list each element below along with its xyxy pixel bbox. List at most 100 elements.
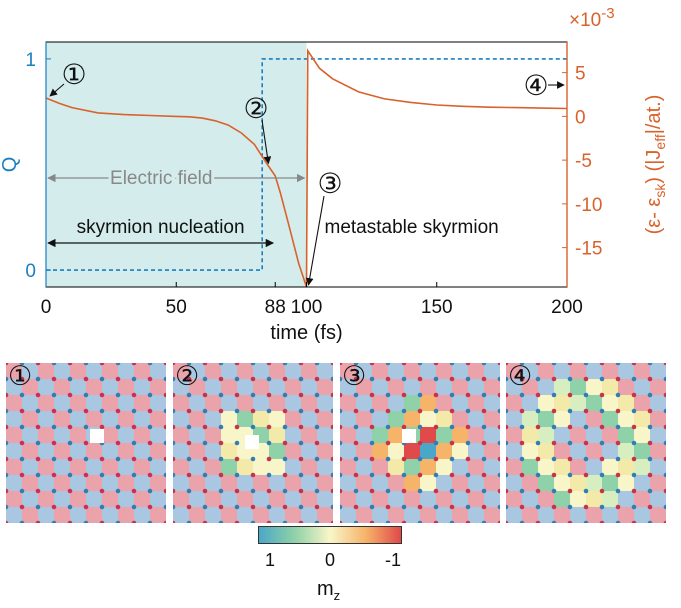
lattice-cell [586,459,602,475]
lattice-site [83,408,89,414]
lattice-cell [134,507,150,523]
lattice-site [250,520,256,523]
lattice-site [330,472,333,478]
lattice-cell [618,427,634,443]
lattice-site [218,472,224,478]
lattice-cell [570,411,586,427]
lattice-cell [118,491,134,507]
lattice-cell [468,443,484,459]
lattice-cell [484,459,500,475]
lattice-site [147,440,153,446]
lattice-cell [70,395,86,411]
lattice-site [186,472,192,478]
lattice-site [115,363,121,366]
lattice-site [234,424,240,430]
lattice-site [497,472,500,478]
lattice-site [615,472,621,478]
lattice-cell [586,475,602,491]
lattice-cell [452,459,468,475]
lattice-cell [70,363,86,379]
lattice-cell [372,411,388,427]
lattice-site [173,392,176,398]
lattice-site [6,456,9,462]
right-axis-label: (ε- εsk) (|Jeff|/at.) [643,95,668,235]
marker-arrow-2 [261,119,272,165]
lattice-site [401,376,407,382]
lattice-site [282,504,288,510]
lattice-site [266,472,272,478]
lattice-site [535,520,541,523]
lattice-site [340,408,343,414]
lattice-cell [618,443,634,459]
lattice-site [417,408,423,414]
lattice-cell [420,411,436,427]
lattice-cell [420,379,436,395]
lattice-site [465,363,471,366]
lattice-site [353,456,359,462]
lattice-cell [189,395,205,411]
lattice-cell [388,379,404,395]
lattice-cell [522,395,538,411]
lattice-site [401,408,407,414]
lattice-cell [554,491,570,507]
lattice-site [19,408,25,414]
lattice-site [481,440,487,446]
lattice-cell [237,507,253,523]
lattice-cell [634,443,650,459]
lattice-site [115,392,121,398]
spin-lattice-2 [173,363,333,523]
lattice-site [433,424,439,430]
lattice-site [567,488,573,494]
lattice-cell [86,475,102,491]
lattice-cell [404,475,420,491]
lattice-site [218,440,224,446]
lattice-cell [650,507,666,523]
lattice-cell [285,363,301,379]
lattice-cell [134,459,150,475]
lattice-site [173,472,176,478]
lattice-cell [522,427,538,443]
lattice-site [340,424,343,430]
lattice-site [506,408,509,414]
lattice-site [314,520,320,523]
lattice-site [583,504,589,510]
lattice-cell [253,379,269,395]
lattice-cell [420,459,436,475]
lattice-site [631,488,637,494]
lattice-site [234,504,240,510]
lattice-site [173,424,176,430]
lattice-site [218,376,224,382]
lattice-site [51,504,57,510]
lattice-site [663,472,666,478]
lattice-site [298,424,304,430]
lattice-site [401,392,407,398]
lattice-site [551,392,557,398]
lattice-cell [602,491,618,507]
lattice-site [51,408,57,414]
lattice-site [340,440,343,446]
lattice-site [417,392,423,398]
lattice-site [497,520,500,523]
lattice-cell [6,491,22,507]
lattice-cell [484,475,500,491]
panel-label-1: ① [8,361,33,392]
lattice-site [535,440,541,446]
lattice-site [647,520,653,523]
lattice-cell [134,379,150,395]
lattice-site [535,363,541,366]
lattice-cell [205,507,221,523]
lattice-cell [54,363,70,379]
lattice-site [449,488,455,494]
lattice-site [163,440,166,446]
lattice-site [369,392,375,398]
lattice-site [497,424,500,430]
lattice-site [282,440,288,446]
lattice-site [35,363,41,366]
lattice-cell [522,363,538,379]
lattice-site [35,488,41,494]
lattice-cell [38,395,54,411]
lattice-site [234,408,240,414]
lattice-site [551,520,557,523]
lattice-cell [38,363,54,379]
lattice-site [433,472,439,478]
